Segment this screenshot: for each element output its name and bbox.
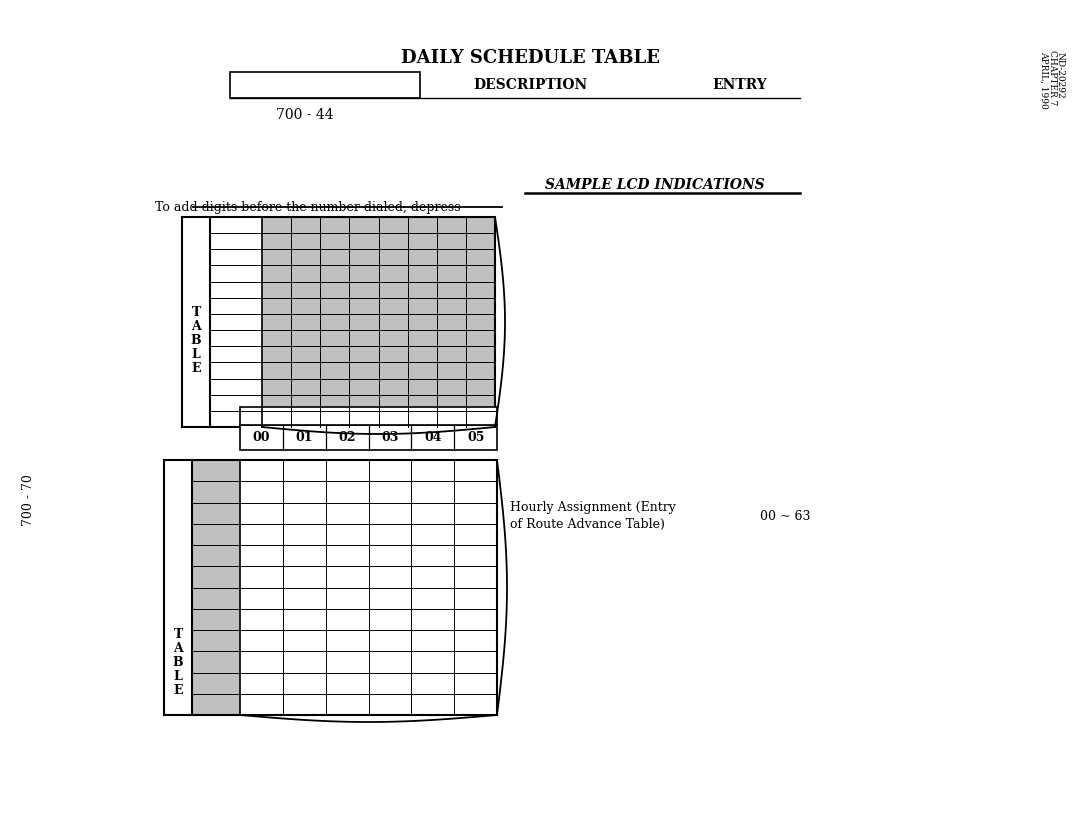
Bar: [240, 407, 497, 425]
Text: DAILY SCHEDULE TABLE: DAILY SCHEDULE TABLE: [401, 49, 660, 67]
Text: To add digits before the number dialed, depress: To add digits before the number dialed, …: [156, 200, 461, 214]
Text: of Route Advance Table): of Route Advance Table): [510, 518, 665, 530]
Text: APRIL, 1990: APRIL, 1990: [1039, 51, 1049, 109]
Text: ND-20292: ND-20292: [1055, 52, 1065, 99]
Bar: [192, 460, 497, 715]
Text: 700 - 70: 700 - 70: [22, 474, 35, 526]
Text: T: T: [174, 629, 183, 641]
Text: A: A: [173, 642, 183, 655]
Text: DESCRIPTION: DESCRIPTION: [473, 78, 588, 92]
Bar: [240, 425, 497, 450]
Text: E: E: [173, 685, 183, 697]
Text: 700 - 44: 700 - 44: [276, 108, 334, 122]
Text: 05: 05: [467, 431, 484, 444]
Text: 00 ~ 63: 00 ~ 63: [760, 509, 810, 523]
Text: E: E: [191, 362, 201, 375]
Text: ENTRY: ENTRY: [713, 78, 768, 92]
Text: 03: 03: [381, 431, 399, 444]
Text: CHAPTER 7: CHAPTER 7: [1048, 50, 1056, 106]
Text: L: L: [174, 671, 183, 684]
Text: A: A: [191, 320, 201, 332]
Bar: [192, 460, 240, 715]
Text: Hourly Assignment (Entry: Hourly Assignment (Entry: [510, 502, 676, 514]
Text: SAMPLE LCD INDICATIONS: SAMPLE LCD INDICATIONS: [545, 178, 765, 192]
Text: 04: 04: [424, 431, 442, 444]
Text: 01: 01: [296, 431, 313, 444]
Text: B: B: [173, 656, 184, 670]
Text: 02: 02: [338, 431, 355, 444]
Bar: [262, 217, 495, 427]
Text: T: T: [191, 306, 201, 318]
Text: L: L: [191, 347, 201, 361]
Bar: [210, 217, 495, 427]
Bar: [230, 72, 420, 98]
Text: B: B: [191, 333, 201, 347]
Text: 00: 00: [253, 431, 270, 444]
